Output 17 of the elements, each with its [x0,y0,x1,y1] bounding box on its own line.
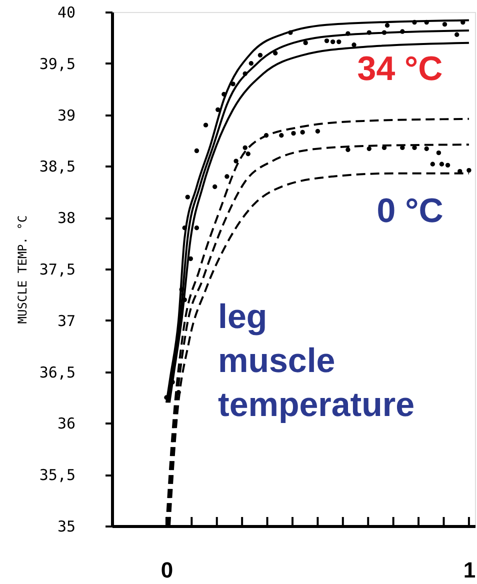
annotation: leg muscle temperature [218,298,415,424]
annotation: 0 °C [376,192,444,230]
y-tick-label: 36,5 [39,363,76,382]
y-tick-label: 40 [57,4,76,22]
y-tick-label: 37,5 [39,260,76,278]
x-tick-label: 1 [463,558,476,582]
y-tick-label: 39,5 [39,54,76,73]
y-tick-label: 35,5 [39,466,76,484]
y-tick-label: 39 [57,106,76,124]
annotation: 34 °C [357,50,443,88]
y-axis-title: MUSCLE TEMP. °C [15,215,30,324]
y-tick-label: 37 [57,312,76,330]
x-tick-label: 0 [160,558,174,582]
y-tick-label: 38 [57,209,76,228]
y-tick-label: 35 [57,518,76,536]
y-tick-label: 36 [57,414,76,433]
y-tick-label: 38,5 [39,158,76,176]
